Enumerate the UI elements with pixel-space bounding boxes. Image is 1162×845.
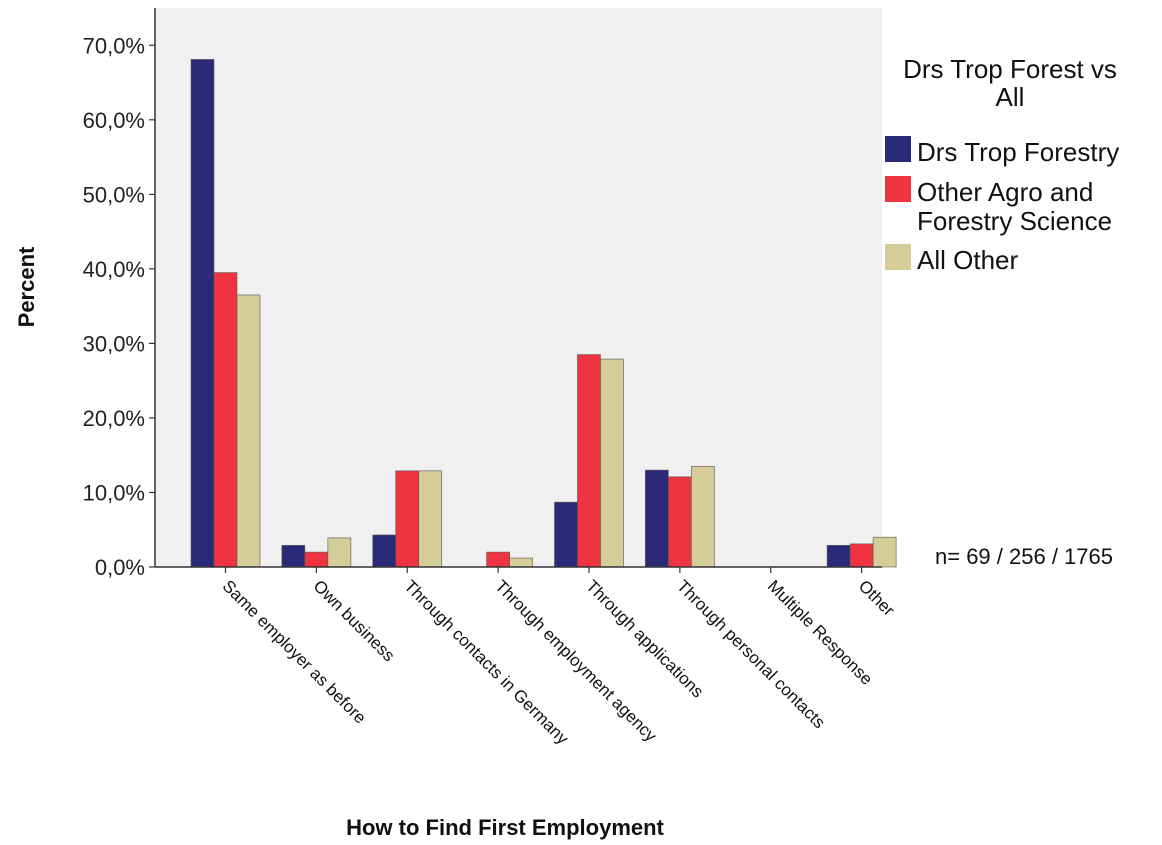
sample-size-note: n= 69 / 256 / 1765 [935,544,1113,569]
x-tick-label: Own business [310,576,399,665]
bar-2-1 [213,272,238,568]
x-tick-label: Through personal contacts [673,576,829,732]
x-axis-title: How to Find First Employment [346,815,664,840]
bar-2-6 [668,476,692,568]
legend-swatch-3 [885,244,911,270]
legend-label-2: Other Agro and [917,177,1093,207]
bar-3-2 [327,537,352,568]
bar-3-5 [600,358,624,568]
y-axis-title: Percent [14,246,39,327]
y-tick-label: 60,0% [83,108,145,133]
x-tick-label: Through employment agency [491,576,660,745]
legend-label-3: All Other [917,245,1018,275]
bar-2-8 [849,543,874,568]
bar-2-3 [395,470,420,568]
x-tick-label: Other [855,576,899,620]
y-tick-label: 50,0% [83,182,145,207]
bar-3-6 [691,466,715,568]
x-tick-label: Through contacts in Germany [400,576,572,748]
bar-3-3 [418,470,443,568]
legend-swatch-1 [885,136,911,162]
bar-3-1 [236,294,261,568]
bar-1-3 [372,534,397,568]
bar-1-6 [645,469,669,568]
bar-1-1 [190,59,215,568]
y-tick-label: 40,0% [83,257,145,282]
bar-2-2 [304,551,329,568]
y-tick-label: 20,0% [83,406,145,431]
legend-title: Drs Trop Forest vs [903,54,1117,84]
legend-swatch-2 [885,176,911,202]
bar-2-5 [577,354,601,568]
y-tick-label: 0,0% [95,555,145,580]
bar-2-4 [486,551,510,568]
legend-label-2: Forestry Science [917,206,1112,236]
legend-label-1: Drs Trop Forestry [917,137,1119,167]
bar-1-8 [826,545,851,568]
plot-background [155,8,882,567]
bar-1-5 [554,501,578,568]
y-tick-label: 30,0% [83,331,145,356]
x-tick-label: Same employer as before [219,576,370,727]
bar-1-2 [281,545,306,568]
y-tick-label: 70,0% [83,33,145,58]
y-tick-label: 10,0% [83,480,145,505]
bar-3-4 [509,557,533,568]
legend-title: All [996,82,1025,112]
bar-3-8 [872,536,897,568]
